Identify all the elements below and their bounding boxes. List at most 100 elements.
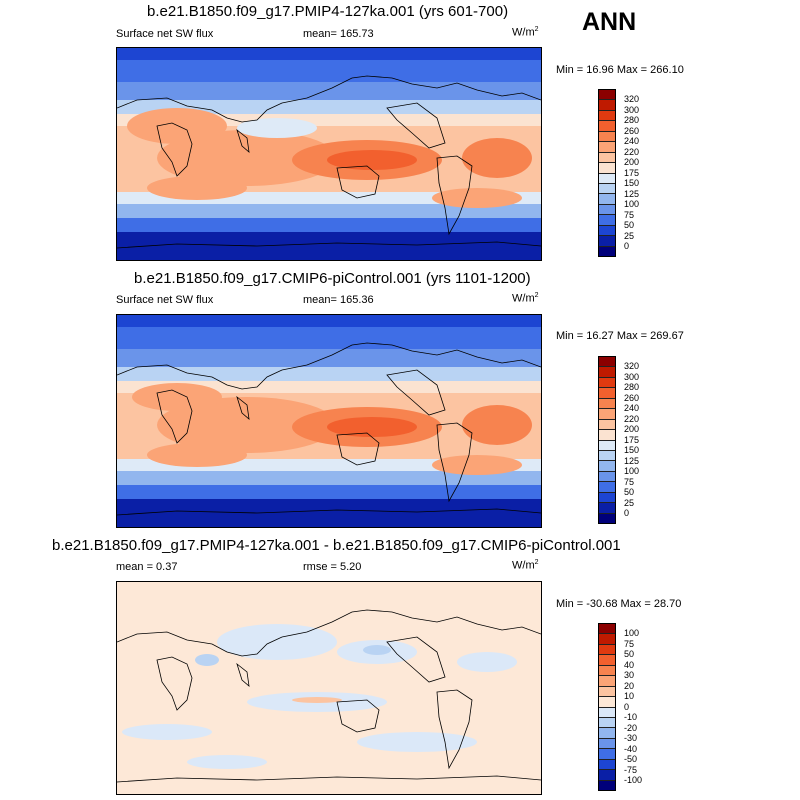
colorbar-tick-label: 300 bbox=[624, 371, 640, 382]
colorbar-swatch bbox=[599, 655, 615, 666]
panel-3-units: W/m2 bbox=[512, 559, 539, 572]
colorbar-tick-label: -20 bbox=[624, 722, 638, 733]
colorbar-tick-label: 100 bbox=[624, 466, 640, 476]
colorbar-swatch bbox=[599, 770, 615, 781]
colorbar-swatch bbox=[599, 780, 615, 790]
colorbar-swatch bbox=[599, 471, 615, 483]
colorbar-tick-label: 0 bbox=[624, 508, 630, 518]
colorbar-swatch bbox=[599, 707, 615, 718]
colorbar-tick-label: 280 bbox=[624, 115, 640, 125]
panel-3-mean: mean = 0.37 bbox=[116, 561, 178, 573]
colorbar-tick-label: 50 bbox=[624, 649, 635, 659]
colorbar-tick-label: 75 bbox=[624, 638, 635, 649]
colorbar-swatch bbox=[599, 482, 615, 493]
colorbar-tick-label: 10 bbox=[624, 691, 635, 701]
colorbar-tick-label: 125 bbox=[624, 188, 640, 199]
colorbar-swatch bbox=[599, 377, 615, 389]
colorbar-tick-label: 150 bbox=[624, 445, 640, 455]
colorbar-swatch bbox=[599, 131, 615, 143]
colorbar-tick-label: 0 bbox=[624, 241, 630, 251]
colorbar-tick-label: 280 bbox=[624, 382, 640, 392]
panel-1-colorbar bbox=[598, 89, 616, 257]
colorbar-tick-label: 100 bbox=[624, 628, 640, 638]
colorbar-swatch bbox=[599, 173, 615, 184]
colorbar-swatch bbox=[599, 152, 615, 164]
colorbar-tick-label: 25 bbox=[624, 497, 635, 508]
colorbar-swatch bbox=[599, 90, 615, 101]
colorbar-swatch bbox=[599, 697, 615, 708]
panel-2-colorbar bbox=[598, 356, 616, 524]
colorbar-swatch bbox=[599, 142, 615, 153]
panel-3-rmse: rmse = 5.20 bbox=[303, 561, 362, 573]
colorbar-tick-label: 30 bbox=[624, 670, 635, 680]
colorbar-swatch bbox=[599, 225, 615, 237]
colorbar-swatch bbox=[599, 357, 615, 368]
panel-2-title: b.e21.B1850.f09_g17.CMIP6-piControl.001 … bbox=[134, 270, 531, 287]
colorbar-swatch bbox=[599, 398, 615, 410]
panel-2-minmax: Min = 16.27 Max = 269.67 bbox=[556, 330, 684, 342]
panel-1-map bbox=[116, 47, 542, 261]
colorbar-tick-label: 240 bbox=[624, 136, 640, 146]
colorbar-swatch bbox=[599, 183, 615, 195]
colorbar-swatch bbox=[599, 513, 615, 523]
colorbar-swatch bbox=[599, 100, 615, 111]
colorbar-swatch bbox=[599, 492, 615, 504]
colorbar-tick-label: 200 bbox=[624, 157, 640, 167]
panel-3-title: b.e21.B1850.f09_g17.PMIP4-127ka.001 - b.… bbox=[52, 537, 621, 554]
colorbar-tick-label: -75 bbox=[624, 764, 638, 775]
colorbar-tick-label: 40 bbox=[624, 659, 635, 670]
colorbar-swatch bbox=[599, 163, 615, 174]
colorbar-tick-label: -10 bbox=[624, 712, 638, 722]
colorbar-tick-label: 75 bbox=[624, 476, 635, 487]
colorbar-tick-label: 260 bbox=[624, 125, 640, 136]
colorbar-swatch bbox=[599, 450, 615, 462]
colorbar-tick-label: 125 bbox=[624, 455, 640, 466]
colorbar-swatch bbox=[599, 204, 615, 216]
colorbar-swatch bbox=[599, 717, 615, 729]
colorbar-tick-label: 50 bbox=[624, 220, 635, 230]
season-label: ANN bbox=[582, 8, 637, 36]
panel-1-units: W/m2 bbox=[512, 26, 539, 39]
colorbar-tick-label: 75 bbox=[624, 209, 635, 220]
colorbar-tick-label: -40 bbox=[624, 743, 638, 754]
colorbar-swatch bbox=[599, 246, 615, 256]
colorbar-swatch bbox=[599, 686, 615, 698]
colorbar-swatch bbox=[599, 749, 615, 760]
colorbar-tick-label: 175 bbox=[624, 167, 640, 178]
panel-2-mean: mean= 165.36 bbox=[303, 294, 374, 306]
colorbar-tick-label: 220 bbox=[624, 146, 640, 157]
colorbar-swatch bbox=[599, 367, 615, 378]
colorbar-tick-label: 0 bbox=[624, 701, 630, 712]
colorbar-tick-label: 300 bbox=[624, 104, 640, 115]
colorbar-swatch bbox=[599, 409, 615, 420]
colorbar-swatch bbox=[599, 503, 615, 514]
panel-2-map bbox=[116, 314, 542, 528]
colorbar-tick-label: -50 bbox=[624, 754, 638, 764]
colorbar-tick-label: 320 bbox=[624, 94, 640, 104]
colorbar-tick-label: 175 bbox=[624, 434, 640, 445]
colorbar-tick-label: 150 bbox=[624, 178, 640, 188]
colorbar-tick-label: -30 bbox=[624, 733, 638, 743]
colorbar-tick-label: 25 bbox=[624, 230, 635, 241]
panel-1-variable: Surface net SW flux bbox=[116, 28, 214, 40]
colorbar-tick-label: 50 bbox=[624, 487, 635, 497]
colorbar-tick-label: 200 bbox=[624, 424, 640, 434]
panel-3-colorbar bbox=[598, 623, 616, 791]
colorbar-swatch bbox=[599, 236, 615, 247]
colorbar-swatch bbox=[599, 665, 615, 677]
colorbar-tick-label: 100 bbox=[624, 199, 640, 209]
colorbar-swatch bbox=[599, 110, 615, 122]
panel-1-mean: mean= 165.73 bbox=[303, 28, 374, 40]
panel-2-variable: Surface net SW flux bbox=[116, 294, 214, 306]
panel-3-minmax: Min = -30.68 Max = 28.70 bbox=[556, 598, 682, 610]
colorbar-tick-label: 240 bbox=[624, 403, 640, 413]
colorbar-tick-label: 20 bbox=[624, 680, 635, 691]
colorbar-swatch bbox=[599, 121, 615, 132]
colorbar-swatch bbox=[599, 194, 615, 205]
colorbar-swatch bbox=[599, 419, 615, 431]
panel-2-units: W/m2 bbox=[512, 292, 539, 305]
panel-3-map bbox=[116, 581, 542, 795]
colorbar-swatch bbox=[599, 728, 615, 739]
colorbar-tick-label: 220 bbox=[624, 413, 640, 424]
colorbar-swatch bbox=[599, 759, 615, 771]
